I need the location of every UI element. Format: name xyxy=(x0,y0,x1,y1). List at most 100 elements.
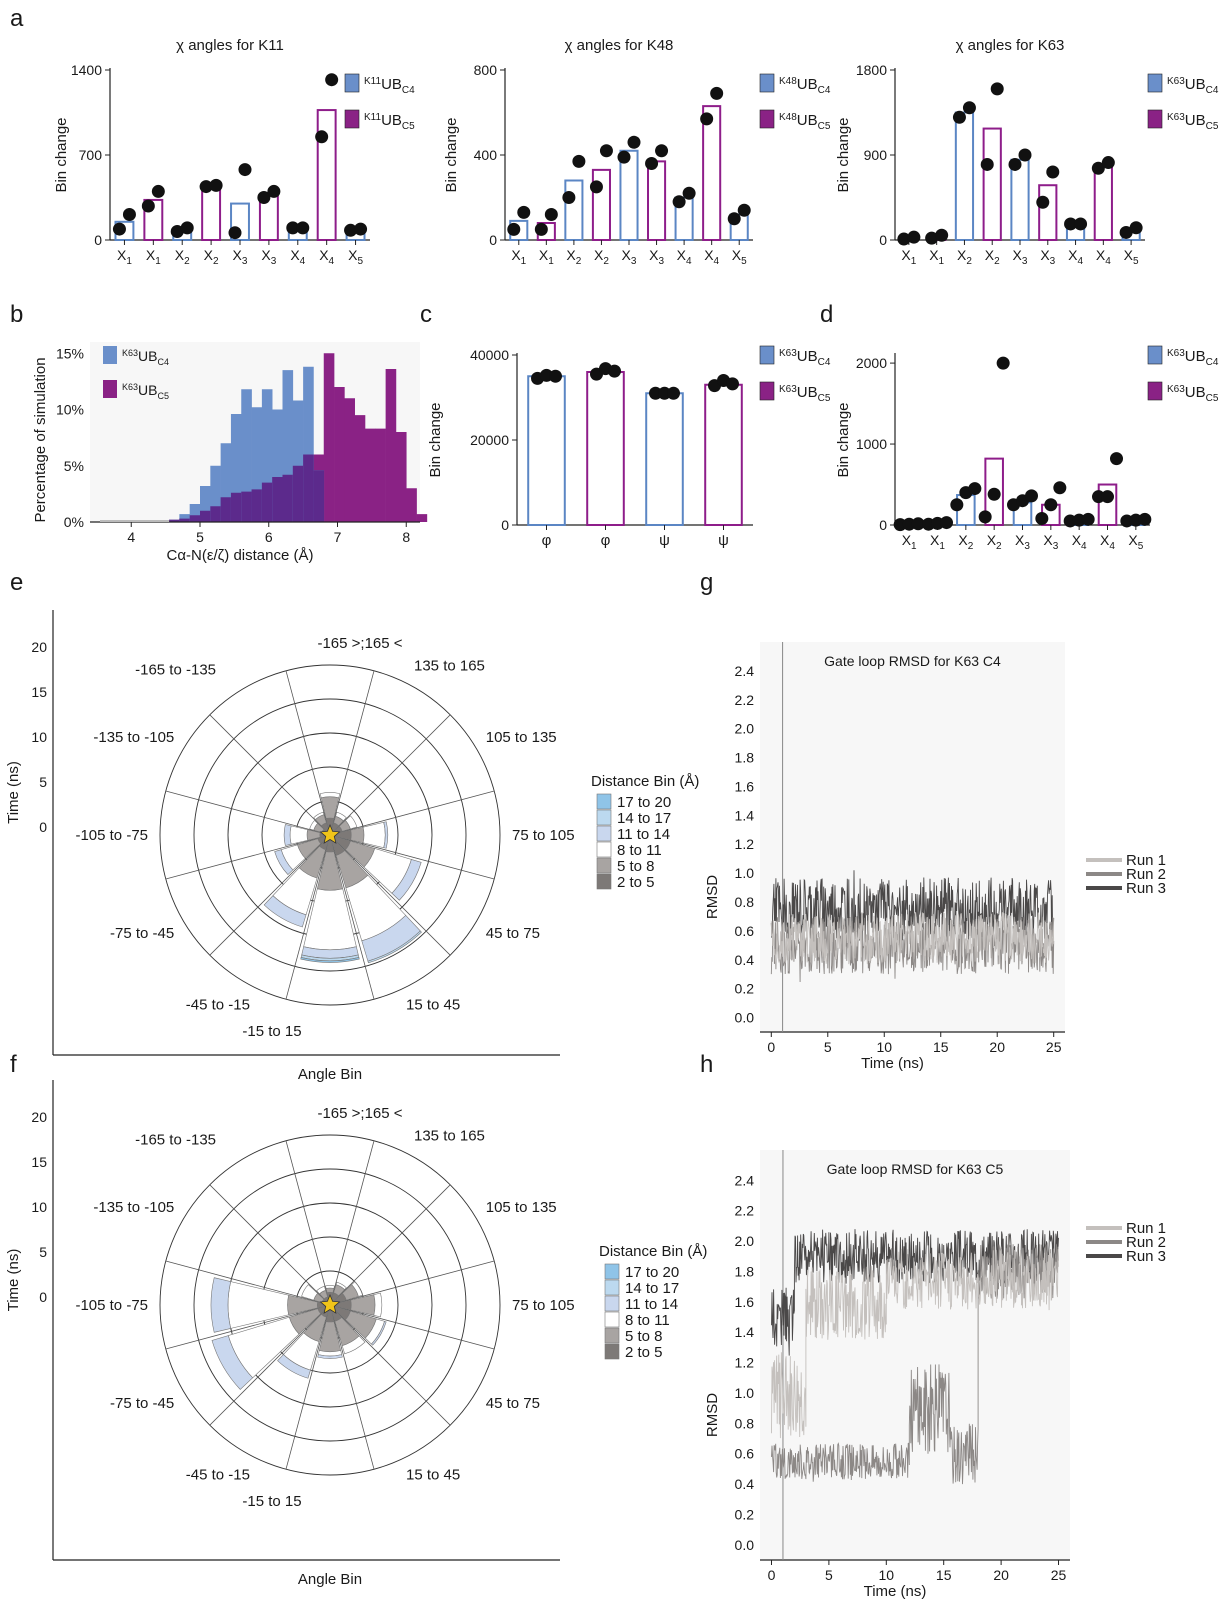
x-tick-label: X2 xyxy=(175,247,190,267)
polar-spoke xyxy=(209,834,331,956)
x-axis-label: Cα-N(ε/ζ) distance (Å) xyxy=(167,547,314,564)
x-tick-label: 20 xyxy=(989,1039,1005,1055)
x-tick-label: X1 xyxy=(902,532,917,552)
data-point xyxy=(608,364,621,378)
histogram-bar-c5 xyxy=(344,398,355,522)
histogram-bar-c4 xyxy=(179,514,190,522)
y-tick-label: 2.2 xyxy=(735,1203,755,1219)
x-tick-label: 6 xyxy=(265,529,273,545)
y-tick-label: 0.4 xyxy=(735,1476,755,1492)
polar-ring xyxy=(193,1168,467,1442)
polar-spoke xyxy=(209,714,331,836)
x-axis-label: Angle Bin xyxy=(298,1571,362,1588)
angle-label: 15 to 45 xyxy=(406,997,460,1014)
x-tick-label: 20 xyxy=(993,1567,1009,1583)
panel-letter-a: a xyxy=(10,5,24,32)
y-tick-label: 1400 xyxy=(71,62,102,78)
x-tick-label: X3 xyxy=(233,247,248,267)
polar-spoke xyxy=(209,1304,331,1426)
polar-spoke xyxy=(329,670,375,836)
polar-spoke xyxy=(329,834,451,956)
x-tick-label: ψ xyxy=(659,532,670,549)
y-tick-label: 0.8 xyxy=(735,1415,755,1431)
histogram-bar-overlap xyxy=(261,482,273,522)
histogram-bar-overlap xyxy=(220,497,232,522)
y-tick-label: 2000 xyxy=(856,355,887,371)
legend-label: 2 to 5 xyxy=(625,1344,663,1361)
x-tick-label: X4 xyxy=(1096,247,1111,267)
star-icon xyxy=(319,823,341,844)
polar-spoke xyxy=(209,1184,331,1306)
polar-spoke xyxy=(329,1304,375,1470)
histogram-bar-overlap xyxy=(169,519,180,522)
legend-swatch xyxy=(596,825,612,842)
bar xyxy=(564,179,584,241)
legend-swatch xyxy=(596,809,612,826)
data-point xyxy=(549,369,562,383)
legend-label: K63UBC5 xyxy=(1167,384,1219,404)
bar xyxy=(619,149,639,241)
bar-chart-a3: 0 900 1800 X1 X1 X2 X2 X3 X3 X4 X4 X5 Bin change χ an… xyxy=(835,37,1219,267)
x-tick-label: X1 xyxy=(901,247,916,267)
legend-swatch xyxy=(604,1279,620,1296)
histogram-bar-c4 xyxy=(241,389,252,522)
bar xyxy=(586,371,625,526)
polar-sector xyxy=(351,1281,363,1297)
legend-label: Run 1 xyxy=(1126,1220,1166,1237)
data-point xyxy=(911,517,925,531)
line-chart-h: Gate loop RMSD for K63 C5 0.0 0.2 0.4 0.6 0.8… xyxy=(704,1150,1166,1600)
x-tick-label: X3 xyxy=(1040,247,1055,267)
polar-sector xyxy=(317,1354,343,1359)
data-point xyxy=(987,487,1001,501)
data-point xyxy=(617,150,631,164)
histogram-bar-overlap xyxy=(292,465,304,522)
x-tick-label: X2 xyxy=(985,247,1000,267)
legend-label: 17 to 20 xyxy=(617,794,671,811)
x-tick-label: X2 xyxy=(958,532,973,552)
data-point xyxy=(682,186,696,200)
panel-letter-g: g xyxy=(700,569,713,596)
x-tick-label: X4 xyxy=(319,247,334,267)
x-tick-label: X5 xyxy=(348,247,363,267)
data-point xyxy=(645,157,659,170)
angle-label: -105 to -75 xyxy=(75,1297,148,1314)
legend-swatch xyxy=(604,1263,620,1280)
panel-letter-d: d xyxy=(820,301,833,328)
legend-label: K63UBC4 xyxy=(122,348,169,367)
panel-letter-h: h xyxy=(700,1051,713,1078)
x-tick-label: X5 xyxy=(732,247,747,267)
histogram-bar-overlap xyxy=(282,474,294,522)
bar xyxy=(982,127,1002,241)
y-tick-label: 0.8 xyxy=(735,894,755,910)
x-tick-label: 4 xyxy=(127,529,135,545)
bar xyxy=(645,392,684,526)
data-point xyxy=(507,222,521,236)
bar xyxy=(316,109,337,241)
x-tick-label: X4 xyxy=(677,247,692,267)
data-point xyxy=(1110,452,1123,466)
bar xyxy=(1038,184,1058,242)
y-tick-label: 2.4 xyxy=(735,1172,755,1188)
y-axis-label: Time (ns) xyxy=(5,761,22,824)
legend-label: 8 to 11 xyxy=(617,842,662,859)
y-tick-label: 0.4 xyxy=(735,952,755,968)
y-tick-label: 0.6 xyxy=(735,1446,755,1462)
polar-spoke xyxy=(329,1304,451,1426)
x-tick-label: X5 xyxy=(1124,247,1139,267)
x-tick-label: X1 xyxy=(929,247,944,267)
polar-ring xyxy=(193,698,467,972)
histogram-bar-c4 xyxy=(210,465,221,522)
x-axis-label: Time (ns) xyxy=(861,1055,924,1072)
angle-label: -15 to 15 xyxy=(242,1023,301,1040)
bar xyxy=(954,111,975,241)
angle-label: -165 >;165 < xyxy=(317,635,402,652)
data-point xyxy=(962,101,976,115)
y-tick-label: 0% xyxy=(64,514,84,530)
panel-letter-e: e xyxy=(10,569,23,596)
angle-label: -165 to -135 xyxy=(135,1131,216,1148)
data-point xyxy=(1053,481,1067,495)
polar-ring xyxy=(159,1134,501,1476)
y-tick-label: 1.6 xyxy=(735,1294,755,1310)
y-axis-label: Bin change xyxy=(443,117,460,192)
data-point xyxy=(996,356,1010,370)
